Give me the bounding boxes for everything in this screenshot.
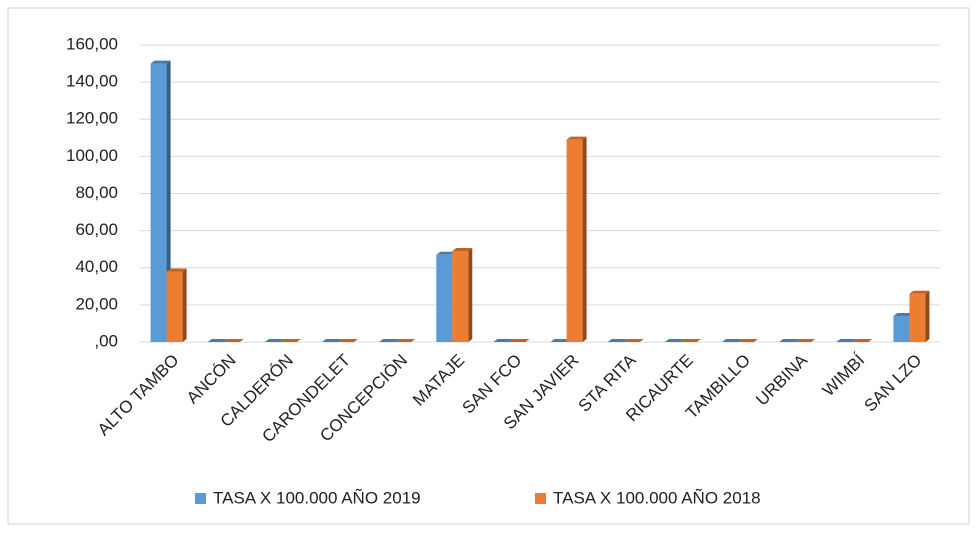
bar-side xyxy=(925,290,930,342)
bar xyxy=(150,63,167,342)
bar xyxy=(166,271,183,342)
bar-top xyxy=(852,339,873,342)
bar-top xyxy=(150,60,171,64)
bar-top xyxy=(280,339,301,342)
bar-top xyxy=(338,339,358,342)
bar-top xyxy=(493,339,514,342)
legend-swatch xyxy=(535,493,546,504)
bar-top xyxy=(664,339,685,342)
y-tick-label: 80,00 xyxy=(75,183,118,202)
bar xyxy=(436,254,453,342)
bar-top xyxy=(322,339,342,342)
bar-side xyxy=(582,136,587,342)
bar-top xyxy=(722,339,742,342)
y-tick-label: 100,00 xyxy=(66,146,118,165)
bar-top xyxy=(738,339,758,342)
bar-side xyxy=(182,268,187,342)
y-tick-label: 140,00 xyxy=(66,72,118,91)
bar-top xyxy=(436,251,457,255)
bar-top xyxy=(779,339,800,342)
bar-top xyxy=(223,339,244,342)
bar xyxy=(566,139,583,342)
bar-top xyxy=(452,248,473,252)
bar-top xyxy=(264,339,285,342)
legend-swatch xyxy=(195,493,206,504)
bar-top xyxy=(893,313,914,317)
bar-top xyxy=(509,339,530,342)
bar-top xyxy=(395,339,416,342)
legend-label: TASA X 100.000 AÑO 2019 xyxy=(213,488,421,507)
bar-top xyxy=(680,339,701,342)
bar-top xyxy=(623,339,644,342)
y-tick-label: 120,00 xyxy=(66,109,118,128)
bar xyxy=(893,316,910,342)
y-tick-label: 20,00 xyxy=(75,294,118,313)
bar-top xyxy=(607,339,628,342)
bar-top xyxy=(550,339,571,342)
bar xyxy=(452,251,469,342)
legend-label: TASA X 100.000 AÑO 2018 xyxy=(553,488,761,507)
y-tick-label: 40,00 xyxy=(75,257,118,276)
bar-top xyxy=(379,339,400,342)
bar-top xyxy=(836,339,857,342)
bar-top xyxy=(207,339,228,342)
bar-top xyxy=(795,339,816,342)
bar xyxy=(909,293,926,342)
bar-top xyxy=(166,268,187,272)
y-tick-label: 160,00 xyxy=(66,34,118,53)
bar-top xyxy=(566,136,587,140)
bar-side xyxy=(468,248,473,342)
y-tick-label: 60,00 xyxy=(75,220,118,239)
bar-top xyxy=(909,290,930,294)
y-tick-label: ,00 xyxy=(94,331,118,350)
